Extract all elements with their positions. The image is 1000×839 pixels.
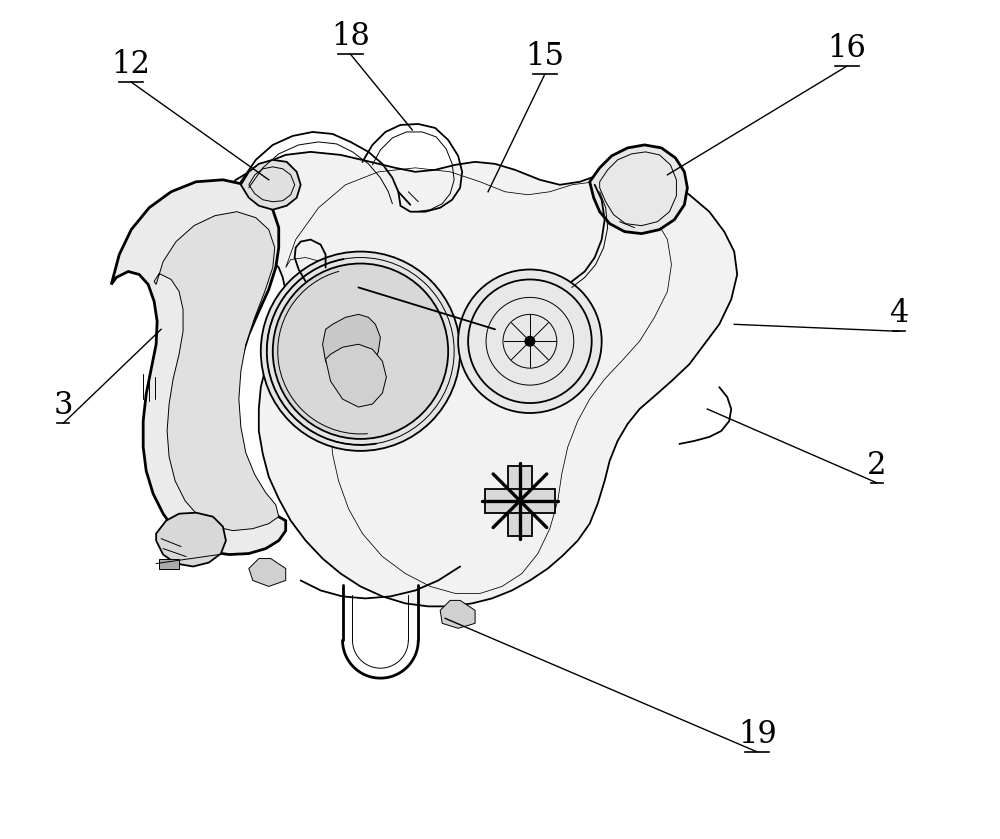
Text: 3: 3 [54,390,73,421]
Text: 16: 16 [827,34,866,64]
Circle shape [261,252,460,451]
Polygon shape [154,211,279,530]
Polygon shape [508,466,532,535]
Text: 15: 15 [525,41,564,72]
Circle shape [510,491,530,511]
Text: 4: 4 [889,299,908,329]
Text: 2: 2 [867,450,886,481]
Polygon shape [249,559,286,586]
Polygon shape [156,513,226,566]
Text: 19: 19 [738,719,777,750]
Circle shape [525,336,535,347]
Circle shape [354,345,366,357]
Polygon shape [440,601,475,628]
Circle shape [458,269,602,413]
Circle shape [273,263,448,439]
Polygon shape [485,489,555,513]
Text: 18: 18 [331,21,370,52]
Text: 12: 12 [112,50,151,81]
Polygon shape [111,180,286,555]
Polygon shape [323,315,380,381]
Ellipse shape [352,346,369,357]
Polygon shape [159,559,179,569]
Polygon shape [326,344,386,407]
Polygon shape [241,160,301,210]
Polygon shape [181,152,737,607]
Polygon shape [590,145,687,233]
